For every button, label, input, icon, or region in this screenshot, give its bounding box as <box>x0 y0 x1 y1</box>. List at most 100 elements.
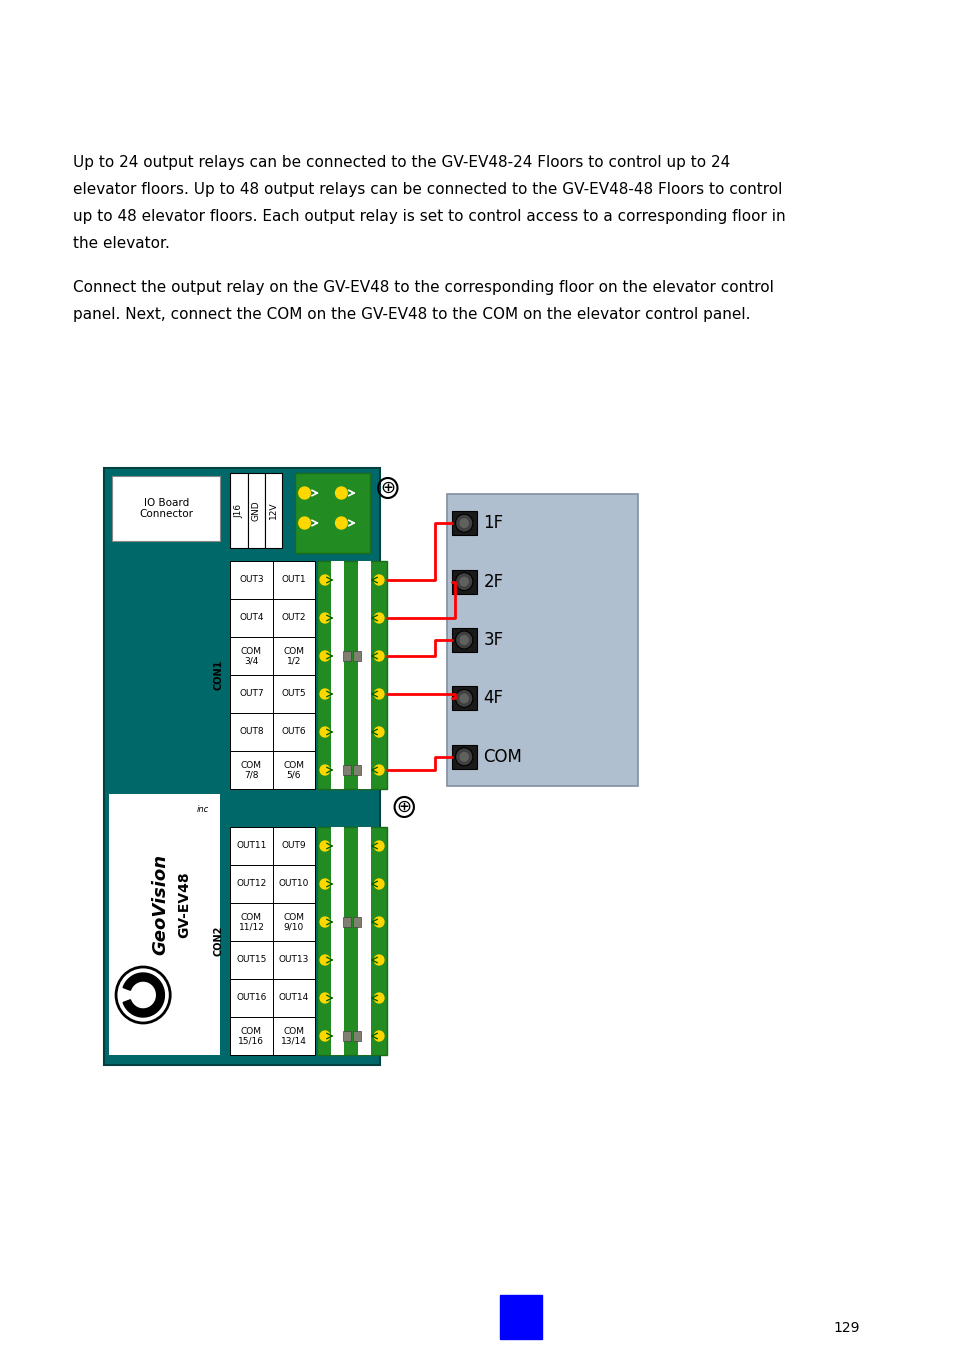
Text: 2F: 2F <box>483 572 503 590</box>
Bar <box>451 686 476 710</box>
Circle shape <box>320 613 330 622</box>
Circle shape <box>455 748 473 765</box>
Bar <box>451 745 476 768</box>
Circle shape <box>455 572 473 590</box>
Bar <box>273 903 314 941</box>
Circle shape <box>320 765 330 775</box>
Text: inc: inc <box>196 806 209 814</box>
Circle shape <box>374 917 383 927</box>
Bar <box>273 941 314 979</box>
Bar <box>230 903 273 941</box>
Circle shape <box>374 575 383 585</box>
Bar <box>230 751 273 788</box>
Text: CON2: CON2 <box>213 926 223 956</box>
Text: OUT2: OUT2 <box>281 613 306 622</box>
Text: CON1: CON1 <box>213 660 223 690</box>
Text: 129: 129 <box>832 1322 859 1335</box>
Circle shape <box>116 967 170 1023</box>
Circle shape <box>374 1031 383 1041</box>
Bar <box>230 675 273 713</box>
Bar <box>230 713 273 751</box>
Text: COM
1/2: COM 1/2 <box>283 647 304 666</box>
Text: OUT14: OUT14 <box>278 994 309 1003</box>
Text: COM
9/10: COM 9/10 <box>283 913 304 931</box>
Bar <box>273 599 314 637</box>
Polygon shape <box>123 973 164 1017</box>
Circle shape <box>320 917 330 927</box>
Text: OUT8: OUT8 <box>239 728 263 737</box>
Text: OUT15: OUT15 <box>236 956 266 964</box>
Bar <box>230 865 273 903</box>
Circle shape <box>298 517 310 529</box>
Text: OUT16: OUT16 <box>236 994 266 1003</box>
Text: up to 48 elevator floors. Each output relay is set to control access to a corres: up to 48 elevator floors. Each output re… <box>72 209 784 224</box>
Text: GV-EV48: GV-EV48 <box>177 871 192 938</box>
Text: 4F: 4F <box>483 690 503 707</box>
Circle shape <box>320 575 330 585</box>
Bar <box>316 828 386 1054</box>
Text: OUT1: OUT1 <box>281 575 306 585</box>
Bar <box>353 917 360 927</box>
Bar <box>273 865 314 903</box>
Bar <box>294 472 370 554</box>
Text: panel. Next, connect the COM on the GV-EV48 to the COM on the elevator control p: panel. Next, connect the COM on the GV-E… <box>72 306 749 323</box>
Circle shape <box>320 728 330 737</box>
Circle shape <box>374 728 383 737</box>
Circle shape <box>455 690 473 707</box>
Text: COM
13/14: COM 13/14 <box>281 1026 307 1045</box>
Bar <box>230 637 273 675</box>
Text: OUT10: OUT10 <box>278 879 309 888</box>
Bar <box>499 1295 541 1339</box>
Circle shape <box>374 651 383 661</box>
Bar <box>265 472 282 548</box>
Bar <box>230 599 273 637</box>
Bar <box>446 494 638 786</box>
Text: the elevator.: the elevator. <box>72 236 170 251</box>
Text: COM
15/16: COM 15/16 <box>238 1026 264 1045</box>
Bar <box>230 1017 273 1054</box>
Bar <box>273 637 314 675</box>
Bar <box>353 651 360 661</box>
Circle shape <box>320 1031 330 1041</box>
Text: OUT6: OUT6 <box>281 728 306 737</box>
Bar <box>273 828 314 865</box>
Bar <box>273 979 314 1017</box>
Bar <box>104 468 379 1065</box>
Text: OUT7: OUT7 <box>239 690 263 698</box>
Circle shape <box>335 517 347 529</box>
Circle shape <box>459 518 469 528</box>
Text: 1F: 1F <box>483 514 503 532</box>
Bar <box>230 472 248 548</box>
Bar <box>230 979 273 1017</box>
Bar <box>273 675 314 713</box>
Circle shape <box>374 613 383 622</box>
Text: COM
3/4: COM 3/4 <box>241 647 262 666</box>
Bar <box>112 477 220 541</box>
Bar <box>451 570 476 594</box>
Circle shape <box>374 954 383 965</box>
Bar <box>343 765 351 775</box>
Circle shape <box>459 634 469 645</box>
Circle shape <box>374 841 383 850</box>
Bar <box>353 1031 360 1041</box>
Circle shape <box>374 765 383 775</box>
Bar <box>230 941 273 979</box>
Bar <box>230 828 273 865</box>
Circle shape <box>459 694 469 703</box>
Bar <box>357 828 371 1054</box>
Text: OUT13: OUT13 <box>278 956 309 964</box>
Text: OUT9: OUT9 <box>281 841 306 850</box>
Text: Up to 24 output relays can be connected to the GV-EV48-24 Floors to control up t: Up to 24 output relays can be connected … <box>72 155 729 170</box>
Text: COM
7/8: COM 7/8 <box>241 760 262 779</box>
Bar <box>353 765 360 775</box>
Circle shape <box>320 879 330 890</box>
Text: elevator floors. Up to 48 output relays can be connected to the GV-EV48-48 Floor: elevator floors. Up to 48 output relays … <box>72 182 781 197</box>
Bar <box>110 794 220 1054</box>
Circle shape <box>459 752 469 761</box>
Text: IO Board
Connector: IO Board Connector <box>139 498 193 520</box>
Circle shape <box>374 879 383 890</box>
Circle shape <box>320 651 330 661</box>
Bar <box>230 562 273 599</box>
Bar <box>273 751 314 788</box>
Bar <box>316 562 386 788</box>
